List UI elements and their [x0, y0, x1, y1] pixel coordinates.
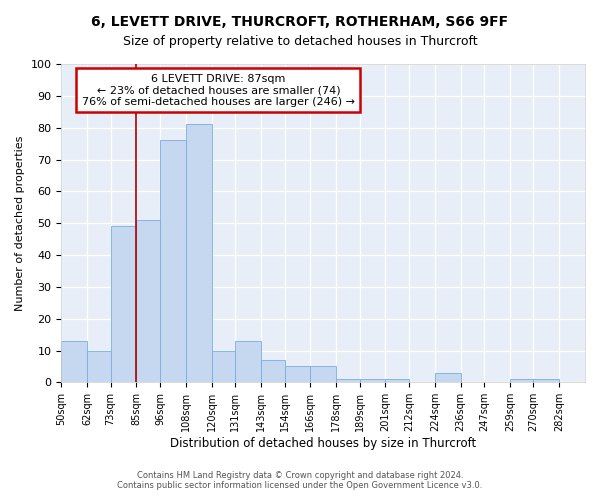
Bar [310, 366, 336, 382]
Bar [336, 379, 359, 382]
Bar [61, 341, 87, 382]
Bar [186, 124, 212, 382]
Bar [235, 341, 261, 382]
Y-axis label: Number of detached properties: Number of detached properties [15, 136, 25, 311]
Bar [359, 379, 385, 382]
Text: Contains HM Land Registry data © Crown copyright and database right 2024.
Contai: Contains HM Land Registry data © Crown c… [118, 470, 482, 490]
Bar [261, 360, 284, 382]
Bar [136, 220, 160, 382]
Text: Size of property relative to detached houses in Thurcroft: Size of property relative to detached ho… [122, 35, 478, 48]
Bar [284, 366, 310, 382]
X-axis label: Distribution of detached houses by size in Thurcroft: Distribution of detached houses by size … [170, 437, 476, 450]
Bar [160, 140, 186, 382]
Text: 6 LEVETT DRIVE: 87sqm
← 23% of detached houses are smaller (74)
76% of semi-deta: 6 LEVETT DRIVE: 87sqm ← 23% of detached … [82, 74, 355, 107]
Bar [212, 350, 235, 382]
Bar [533, 379, 559, 382]
Bar [87, 350, 110, 382]
Bar [110, 226, 136, 382]
Bar [510, 379, 533, 382]
Text: 6, LEVETT DRIVE, THURCROFT, ROTHERHAM, S66 9FF: 6, LEVETT DRIVE, THURCROFT, ROTHERHAM, S… [91, 15, 509, 29]
Bar [435, 373, 461, 382]
Bar [385, 379, 409, 382]
